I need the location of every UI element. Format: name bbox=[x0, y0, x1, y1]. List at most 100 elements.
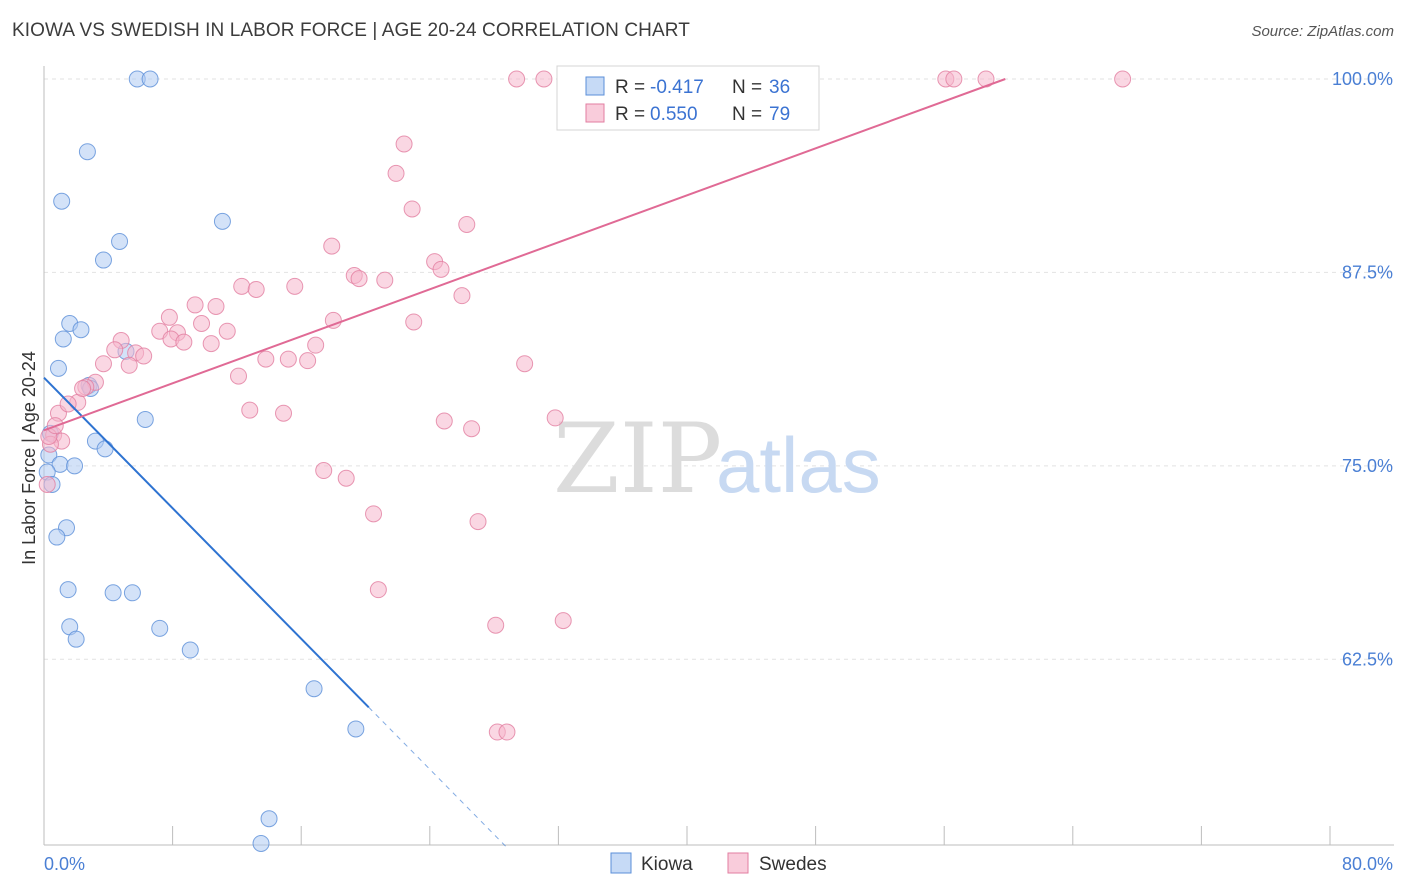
swedes-point bbox=[233, 277, 251, 295]
swedes-point bbox=[247, 280, 265, 298]
swedes-point bbox=[160, 308, 178, 326]
n-value: 79 bbox=[769, 104, 790, 125]
kiowa-point bbox=[136, 410, 154, 428]
kiowa-point bbox=[72, 321, 90, 339]
swedes-point bbox=[38, 475, 56, 493]
swedes-point bbox=[535, 70, 553, 88]
y-axis-label: In Labor Force | Age 20-24 bbox=[19, 351, 39, 565]
y-tick-label: 62.5% bbox=[1342, 649, 1393, 669]
kiowa-point bbox=[260, 810, 278, 828]
swedes-point bbox=[286, 277, 304, 295]
kiowa-point bbox=[305, 680, 323, 698]
kiowa-legend-label: Kiowa bbox=[641, 854, 693, 875]
kiowa-point bbox=[96, 440, 114, 458]
swedes-point bbox=[546, 409, 564, 427]
chart-title: KIOWA VS SWEDISH IN LABOR FORCE | AGE 20… bbox=[12, 20, 690, 41]
swedes-point bbox=[324, 311, 342, 329]
swedes-point bbox=[369, 581, 387, 599]
swedes-point bbox=[463, 420, 481, 438]
swedes-point bbox=[59, 395, 77, 413]
watermark-atlas: atlas bbox=[716, 421, 881, 509]
swedes-point bbox=[120, 356, 138, 374]
swedes-legend-label: Swedes bbox=[759, 854, 827, 875]
swedes-point bbox=[376, 271, 394, 289]
kiowa-point bbox=[347, 720, 365, 738]
kiowa-point bbox=[213, 212, 231, 230]
watermark-zip: ZIP bbox=[553, 403, 722, 515]
series-legend: Kiowa Swedes bbox=[610, 852, 827, 875]
swedes-point bbox=[257, 350, 275, 368]
swedes-swatch bbox=[585, 103, 605, 123]
swedes-point bbox=[299, 352, 317, 370]
y-tick-label: 100.0% bbox=[1332, 69, 1393, 89]
swedes-point bbox=[94, 355, 112, 373]
x-tick-labels: 0.0% 80.0% bbox=[44, 854, 1393, 874]
swedes-point bbox=[508, 70, 526, 88]
kiowa-point bbox=[59, 581, 77, 599]
swedes-point bbox=[230, 367, 248, 385]
source-label: Source: ZipAtlas.com bbox=[1251, 23, 1394, 40]
r-label: R = bbox=[615, 104, 645, 125]
y-tick-label: 87.5% bbox=[1342, 262, 1393, 282]
swedes-point bbox=[432, 260, 450, 278]
kiowa-trend-extension bbox=[368, 706, 508, 848]
swedes-legend-swatch bbox=[727, 852, 749, 874]
swedes-point bbox=[453, 287, 471, 305]
swedes-point bbox=[193, 315, 211, 333]
kiowa-point bbox=[48, 528, 66, 546]
swedes-point bbox=[395, 135, 413, 153]
r-value: 0.550 bbox=[650, 104, 698, 125]
r-value: -0.417 bbox=[650, 77, 704, 98]
swedes-point bbox=[350, 270, 368, 288]
swedes-point bbox=[279, 350, 297, 368]
kiowa-point bbox=[54, 330, 72, 348]
watermark: ZIP atlas bbox=[553, 403, 881, 515]
swedes-point bbox=[498, 723, 516, 741]
swedes-point bbox=[337, 469, 355, 487]
grid-lines bbox=[44, 78, 1394, 660]
swedes-point bbox=[186, 296, 204, 314]
kiowa-legend-swatch bbox=[610, 852, 632, 874]
kiowa-point bbox=[94, 251, 112, 269]
swedes-point bbox=[307, 336, 325, 354]
swedes-point bbox=[74, 379, 92, 397]
kiowa-point bbox=[104, 584, 122, 602]
kiowa-swatch bbox=[585, 76, 605, 96]
y-tick-labels: 62.5% 75.0% 87.5% 100.0% bbox=[1332, 69, 1393, 669]
kiowa-point bbox=[151, 619, 169, 637]
kiowa-point bbox=[111, 232, 129, 250]
swedes-point bbox=[323, 237, 341, 255]
trend-lines bbox=[43, 78, 1006, 848]
kiowa-point bbox=[181, 641, 199, 659]
kiowa-point bbox=[123, 584, 141, 602]
kiowa-point bbox=[66, 457, 84, 475]
swedes-point bbox=[365, 505, 383, 523]
kiowa-point bbox=[78, 143, 96, 161]
kiowa-point bbox=[53, 192, 71, 210]
swedes-point bbox=[554, 612, 572, 630]
swedes-point bbox=[487, 616, 505, 634]
swedes-point bbox=[458, 215, 476, 233]
correlation-legend: R = -0.417 N = 36 R = 0.550 N = 79 bbox=[556, 65, 820, 131]
kiowa-trend-line bbox=[43, 376, 370, 708]
y-tick-label: 75.0% bbox=[1342, 456, 1393, 476]
n-label: N = bbox=[732, 104, 762, 125]
swedes-point bbox=[516, 355, 534, 373]
kiowa-point bbox=[67, 630, 85, 648]
swedes-point bbox=[315, 462, 333, 480]
swedes-point bbox=[207, 297, 225, 315]
kiowa-point bbox=[141, 70, 159, 88]
swedes-point bbox=[275, 404, 293, 422]
swedes-point bbox=[202, 335, 220, 353]
r-label: R = bbox=[615, 77, 645, 98]
swedes-point bbox=[175, 333, 193, 351]
swedes-point bbox=[403, 200, 421, 218]
swedes-point bbox=[435, 412, 453, 430]
swedes-point bbox=[218, 322, 236, 340]
x-tick-label: 80.0% bbox=[1342, 854, 1393, 874]
swedes-point bbox=[106, 341, 124, 359]
kiowa-point bbox=[49, 359, 67, 377]
kiowa-point bbox=[252, 834, 270, 852]
swedes-point bbox=[945, 70, 963, 88]
